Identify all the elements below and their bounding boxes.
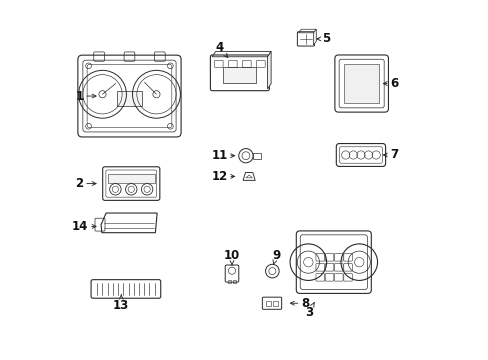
Bar <box>266 301 270 306</box>
Text: 11: 11 <box>211 149 234 162</box>
Bar <box>107 174 155 183</box>
Text: 14: 14 <box>72 220 96 233</box>
Bar <box>253 153 261 158</box>
Bar <box>273 301 277 306</box>
Bar <box>223 67 256 83</box>
Text: 2: 2 <box>75 177 96 190</box>
Polygon shape <box>267 51 270 89</box>
Text: 1: 1 <box>75 90 96 103</box>
Text: 10: 10 <box>224 248 240 265</box>
Bar <box>117 91 142 107</box>
Text: 8: 8 <box>290 297 309 310</box>
Text: 3: 3 <box>304 302 314 319</box>
Bar <box>233 280 235 283</box>
Text: 5: 5 <box>316 32 330 45</box>
Bar <box>344 64 378 103</box>
Polygon shape <box>313 29 316 45</box>
Text: 13: 13 <box>113 295 129 311</box>
Bar <box>227 280 230 283</box>
Text: 6: 6 <box>383 77 398 90</box>
Text: 4: 4 <box>215 41 227 58</box>
Text: 12: 12 <box>211 170 234 183</box>
Text: 9: 9 <box>272 248 280 265</box>
Text: 7: 7 <box>383 148 398 162</box>
